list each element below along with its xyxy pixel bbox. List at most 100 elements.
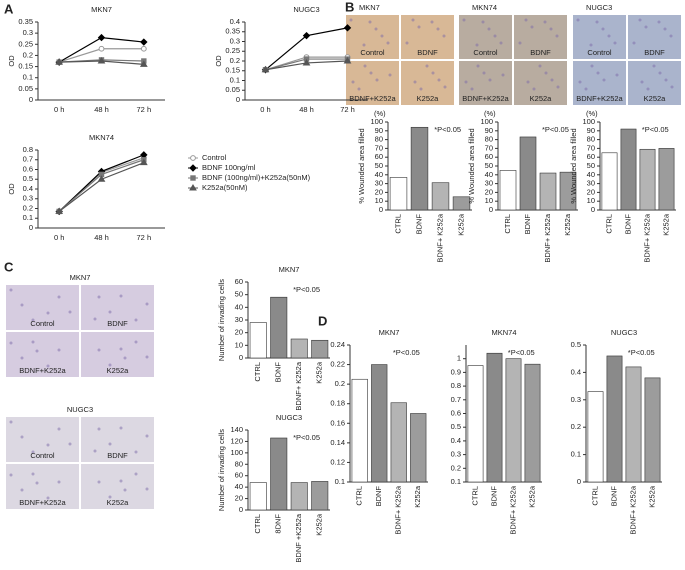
image-label: K252a: [107, 498, 130, 507]
cell-speck: [362, 43, 366, 47]
cell-speck: [357, 87, 361, 91]
y-tick-label: 0.7: [451, 395, 461, 404]
cell-speck: [549, 27, 553, 31]
bar: [467, 365, 484, 483]
chart-title: NUGC3: [276, 413, 302, 422]
cell-speck: [658, 71, 662, 75]
significance-note: *P<0.05: [542, 125, 569, 134]
chart-title: MKN7: [91, 5, 112, 14]
cell-speck: [640, 80, 644, 84]
y-tick-label: 60: [235, 277, 243, 286]
cell-speck: [462, 18, 466, 22]
x-tick-label: BDNF+ K252a: [294, 361, 303, 410]
cell-speck: [590, 64, 594, 68]
y-tick-label: 0.35: [18, 17, 33, 26]
cell-speck: [31, 340, 35, 344]
image-label: BDNF: [644, 48, 665, 57]
y-tick-label: 0.16: [330, 418, 345, 427]
cell-speck: [145, 355, 149, 359]
bar: [505, 358, 522, 483]
bar: [524, 363, 541, 483]
y-axis-label: Number of invading cells: [217, 429, 226, 511]
cell-speck: [123, 356, 127, 360]
x-tick-label: BDNF: [489, 486, 498, 507]
y-tick-label: 0.1: [451, 477, 461, 486]
marker: [55, 207, 64, 214]
cell-speck: [657, 20, 661, 24]
marker: [343, 24, 352, 32]
y-tick-label: 120: [230, 436, 243, 445]
y-tick-label: 0.3: [451, 450, 461, 459]
x-tick-label: BDNF+ K252a: [543, 213, 552, 262]
y-tick-label: 80: [485, 135, 493, 144]
marker: [97, 57, 106, 64]
cell-speck: [57, 348, 61, 352]
marker: [302, 31, 311, 40]
y-tick-label: 0.18: [330, 399, 345, 408]
y-tick-label: 0.3: [23, 28, 33, 37]
y-tick-label: 10: [485, 196, 493, 205]
marker: [189, 184, 197, 191]
cell-speck: [413, 80, 417, 84]
image-label: K252a: [417, 94, 440, 103]
cell-speck: [632, 41, 636, 45]
cell-speck: [123, 488, 127, 492]
cell-speck: [476, 64, 480, 68]
cell-speck: [493, 34, 497, 38]
micrograph: [513, 14, 568, 60]
y-tick-label: 50: [375, 161, 383, 170]
x-tick-label: BDNF+ K252a: [435, 213, 444, 262]
y-tick-label: 0.2: [335, 379, 345, 388]
cell-speck: [584, 87, 588, 91]
y-tick-label: 70: [587, 143, 595, 152]
y-tick-label: 0.3: [23, 194, 33, 203]
cell-speck: [20, 488, 24, 492]
marker: [140, 45, 147, 52]
marker: [140, 38, 148, 46]
cell-speck: [487, 27, 491, 31]
x-tick-label: 48 h: [299, 105, 314, 114]
marker: [190, 175, 196, 181]
cell-speck: [425, 64, 429, 68]
bar: [587, 391, 604, 483]
y-tick-label: 100: [480, 117, 493, 126]
micrograph: [458, 60, 513, 106]
chart-title: MKN7: [379, 328, 400, 337]
image-title: MKN7: [70, 273, 91, 282]
y-tick-label: 100: [582, 117, 595, 126]
cell-speck: [470, 87, 474, 91]
cell-speck: [437, 78, 441, 82]
marker: [302, 58, 311, 66]
y-tick-label: 50: [485, 161, 493, 170]
y-tick-label: 20: [587, 187, 595, 196]
y-tick-label: 100: [370, 117, 383, 126]
cell-speck: [349, 18, 353, 22]
micrograph: [458, 14, 513, 60]
y-tick-label: 40: [235, 482, 243, 491]
bar: [371, 364, 388, 483]
y-tick-label: 0.1: [23, 213, 33, 222]
micrograph: [572, 14, 627, 60]
bar: [290, 482, 308, 511]
cell-speck: [436, 27, 440, 31]
y-axis-label: OD: [214, 55, 223, 67]
y-tick-label: 50: [587, 161, 595, 170]
marker: [55, 58, 64, 65]
y-tick-label: 0.2: [23, 203, 33, 212]
legend-label: BDNF 100ng/ml: [202, 163, 256, 172]
cell-speck: [31, 318, 35, 322]
legend-label: BDNF (100ng/ml)+K252a(50nM): [202, 173, 311, 182]
y-tick-label: 50: [235, 290, 243, 299]
cell-speck: [417, 25, 421, 29]
cell-speck: [134, 340, 138, 344]
micrograph: [80, 331, 155, 378]
cell-speck: [613, 41, 617, 45]
x-tick-label: CTRL: [503, 214, 512, 234]
y-tick-label: 80: [235, 459, 243, 468]
cell-speck: [93, 449, 97, 453]
y-tick-label: 30: [375, 179, 383, 188]
cell-speck: [501, 73, 505, 77]
image-label: BDNF: [107, 319, 128, 328]
cell-speck: [482, 71, 486, 75]
cell-speck: [68, 310, 72, 314]
